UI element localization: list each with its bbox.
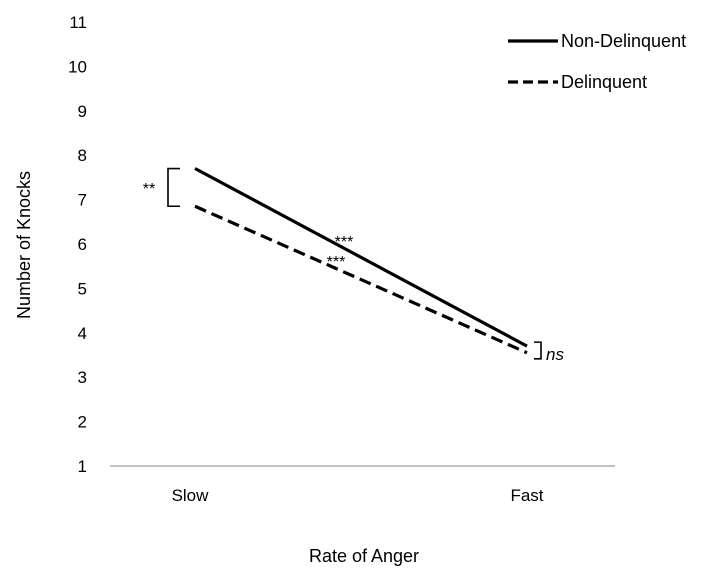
slow-significance-label: ** — [143, 181, 155, 198]
series-group — [194, 167, 528, 355]
delinquent-slope-significance: *** — [327, 254, 346, 271]
series-line-delinquent — [194, 204, 528, 355]
significance-bracket-fast — [534, 341, 542, 360]
fast-significance-label: ns — [546, 345, 564, 364]
y-axis-title: Number of Knocks — [14, 171, 34, 319]
y-tick-label: 9 — [78, 102, 87, 121]
y-tick-label: 2 — [78, 413, 87, 432]
y-tick-label: 1 — [78, 457, 87, 476]
y-tick-label: 11 — [69, 13, 87, 32]
legend-label-delinquent: Delinquent — [561, 72, 647, 92]
y-tick-label: 6 — [78, 235, 87, 254]
series-line-non-delinquent — [194, 167, 528, 348]
y-axis-ticks: 1 2 3 4 5 6 7 8 9 10 11 — [68, 13, 87, 476]
x-axis-title: Rate of Anger — [309, 546, 419, 566]
x-tick-label: Fast — [510, 486, 543, 505]
y-tick-label: 10 — [68, 57, 87, 76]
legend-label-non-delinquent: Non-Delinquent — [561, 31, 686, 51]
y-tick-label: 7 — [78, 191, 87, 210]
significance-bracket-slow — [167, 167, 180, 208]
x-tick-label: Slow — [172, 486, 210, 505]
y-tick-label: 3 — [78, 368, 87, 387]
x-axis-ticks: Slow Fast — [172, 486, 544, 505]
legend: Non-Delinquent Delinquent — [508, 31, 686, 92]
y-tick-label: 5 — [78, 279, 87, 298]
y-tick-label: 4 — [78, 324, 87, 343]
y-tick-label: 8 — [78, 146, 87, 165]
non-delinquent-slope-significance: *** — [335, 234, 354, 251]
